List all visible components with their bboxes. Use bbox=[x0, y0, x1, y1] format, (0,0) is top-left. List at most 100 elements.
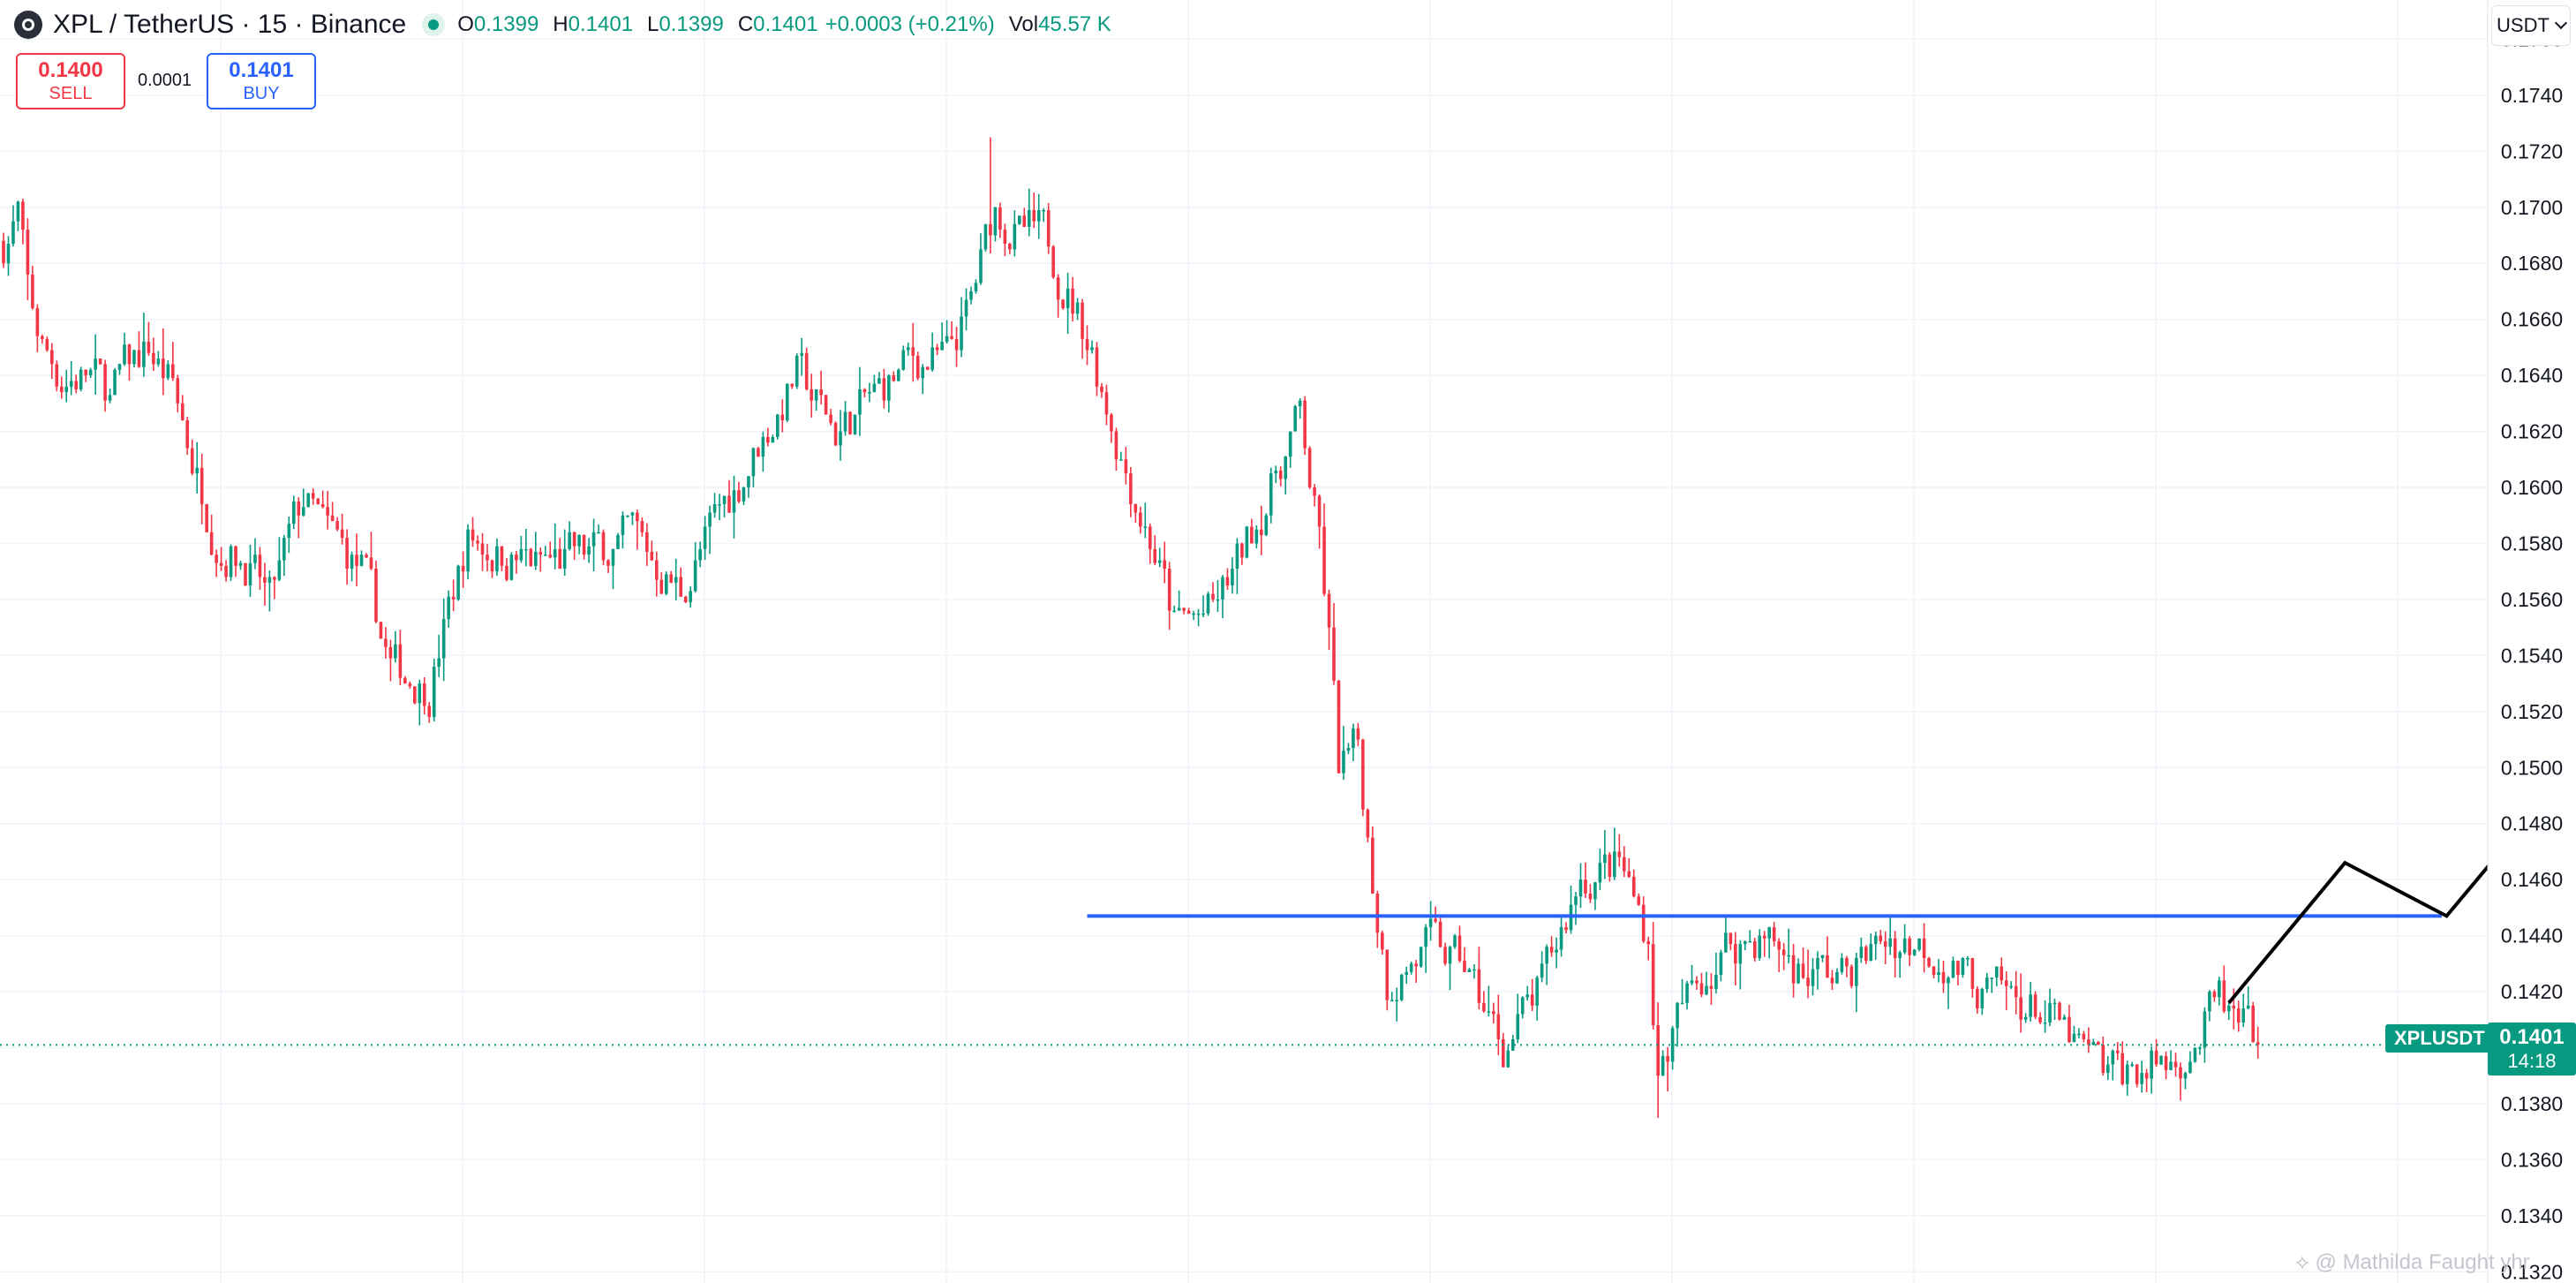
candle-body-96 bbox=[466, 529, 470, 572]
candle-body-408 bbox=[1976, 988, 1979, 1009]
candle-body-92 bbox=[447, 596, 450, 620]
candle-body-31 bbox=[152, 352, 155, 365]
candle-body-114 bbox=[553, 548, 557, 558]
candle-body-154 bbox=[747, 476, 750, 488]
symbol-title[interactable]: XPL / TetherUS · 15 · Binance bbox=[53, 10, 407, 39]
candle-body-347 bbox=[1680, 1002, 1684, 1005]
candle-body-26 bbox=[127, 344, 132, 365]
candle-body-255 bbox=[1235, 543, 1239, 570]
candle-body-246 bbox=[1192, 613, 1195, 615]
candle-body-335 bbox=[1623, 857, 1626, 872]
candle-body-39 bbox=[190, 448, 194, 474]
candle-body-417 bbox=[2019, 997, 2022, 1020]
candle-body-149 bbox=[722, 495, 727, 505]
price-tick-0.1540: 0.1540 bbox=[2501, 644, 2563, 667]
candle-body-103 bbox=[500, 546, 504, 566]
candle-body-378 bbox=[1830, 977, 1834, 984]
drawings[interactable] bbox=[0, 743, 2576, 1046]
candle-body-13 bbox=[64, 386, 69, 393]
candle-body-47 bbox=[229, 546, 233, 577]
volume-value: 45.57 K bbox=[1038, 12, 1111, 36]
candle-body-142 bbox=[689, 591, 692, 603]
candle-body-321 bbox=[1555, 949, 1558, 953]
candle-body-375 bbox=[1816, 957, 1819, 970]
candle-body-60 bbox=[292, 501, 296, 525]
candle-body-288 bbox=[1395, 1000, 1399, 1002]
candle-body-236 bbox=[1143, 526, 1148, 528]
candle-body-340 bbox=[1646, 940, 1650, 945]
candle-body-312 bbox=[1510, 1038, 1515, 1051]
candle-body-138 bbox=[669, 574, 674, 583]
candle-body-88 bbox=[427, 706, 432, 718]
candle-body-409 bbox=[1980, 988, 1985, 1009]
price-tick-0.1420: 0.1420 bbox=[2501, 980, 2563, 1003]
candle-body-327 bbox=[1584, 879, 1587, 894]
candle-body-391 bbox=[1893, 938, 1897, 958]
candle-body-204 bbox=[989, 223, 992, 236]
candle-body-145 bbox=[703, 526, 707, 549]
last-price-tag: 0.1401 14:18 bbox=[2488, 1023, 2576, 1075]
candle-body-99 bbox=[480, 543, 485, 555]
candle-body-131 bbox=[636, 512, 639, 522]
sell-price: 0.1400 bbox=[38, 58, 103, 82]
candle-body-274 bbox=[1327, 593, 1331, 628]
candle-body-141 bbox=[683, 596, 688, 603]
candle-body-23 bbox=[113, 369, 117, 396]
candle-body-462 bbox=[2236, 1008, 2241, 1023]
candle-body-4 bbox=[21, 201, 25, 230]
candle-body-333 bbox=[1613, 851, 1616, 877]
candle-body-316 bbox=[1530, 994, 1534, 1006]
candle-body-157 bbox=[761, 436, 765, 457]
candle-body-238 bbox=[1153, 548, 1157, 563]
price-tick-0.1320: 0.1320 bbox=[2501, 1260, 2563, 1283]
candle-body-401 bbox=[1941, 971, 1946, 984]
candle-body-224 bbox=[1085, 338, 1089, 351]
candle-body-37 bbox=[180, 403, 185, 420]
candle-body-368 bbox=[1781, 949, 1786, 955]
candle-body-263 bbox=[1274, 470, 1278, 474]
candle-body-341 bbox=[1651, 944, 1655, 1026]
symbol-logo-icon[interactable] bbox=[14, 11, 42, 39]
candle-body-19 bbox=[94, 358, 97, 370]
candle-body-329 bbox=[1593, 882, 1597, 900]
candle-body-93 bbox=[451, 596, 456, 600]
buy-button[interactable]: 0.1401 BUY bbox=[207, 53, 316, 109]
candle-body-423 bbox=[2048, 1002, 2052, 1023]
candle-body-311 bbox=[1506, 1050, 1510, 1068]
candle-body-179 bbox=[868, 392, 871, 394]
candle-body-186 bbox=[901, 350, 906, 370]
candle-body-289 bbox=[1399, 975, 1404, 1000]
candle-body-125 bbox=[606, 560, 610, 566]
candle-body-70 bbox=[340, 529, 344, 539]
candle-body-410 bbox=[1985, 977, 1989, 989]
candle-body-8 bbox=[41, 336, 44, 339]
candle-body-226 bbox=[1095, 347, 1099, 387]
candle-body-12 bbox=[59, 386, 64, 393]
close-value: 0.1401 bbox=[753, 12, 818, 36]
candle-body-268 bbox=[1298, 400, 1302, 407]
candle-body-308 bbox=[1492, 1011, 1495, 1015]
candle-body-397 bbox=[1922, 938, 1926, 958]
price-axis[interactable]: 0.17600.17400.17200.17000.16800.16600.16… bbox=[2487, 0, 2576, 1283]
candle-body-201 bbox=[974, 283, 978, 291]
candle-body-40 bbox=[195, 467, 199, 474]
candle-body-198 bbox=[960, 316, 963, 351]
change-value: +0.0003 (+0.21%) bbox=[825, 12, 995, 36]
candle-body-257 bbox=[1245, 526, 1249, 558]
candle-body-6 bbox=[31, 274, 34, 308]
sell-button[interactable]: 0.1400 SELL bbox=[16, 53, 125, 109]
currency-selector[interactable]: USDT bbox=[2491, 5, 2571, 46]
candle-body-249 bbox=[1206, 593, 1210, 614]
candle-body-344 bbox=[1666, 1056, 1669, 1062]
candles bbox=[2, 137, 2260, 1118]
price-tick-0.1740: 0.1740 bbox=[2501, 84, 2563, 107]
candle-body-404 bbox=[1956, 961, 1960, 976]
candle-body-366 bbox=[1772, 927, 1776, 941]
candle-body-165 bbox=[800, 352, 803, 356]
candle-body-380 bbox=[1840, 957, 1844, 972]
candle-body-171 bbox=[829, 414, 832, 424]
candle-body-52 bbox=[253, 555, 257, 563]
low-value: 0.1399 bbox=[659, 12, 724, 36]
